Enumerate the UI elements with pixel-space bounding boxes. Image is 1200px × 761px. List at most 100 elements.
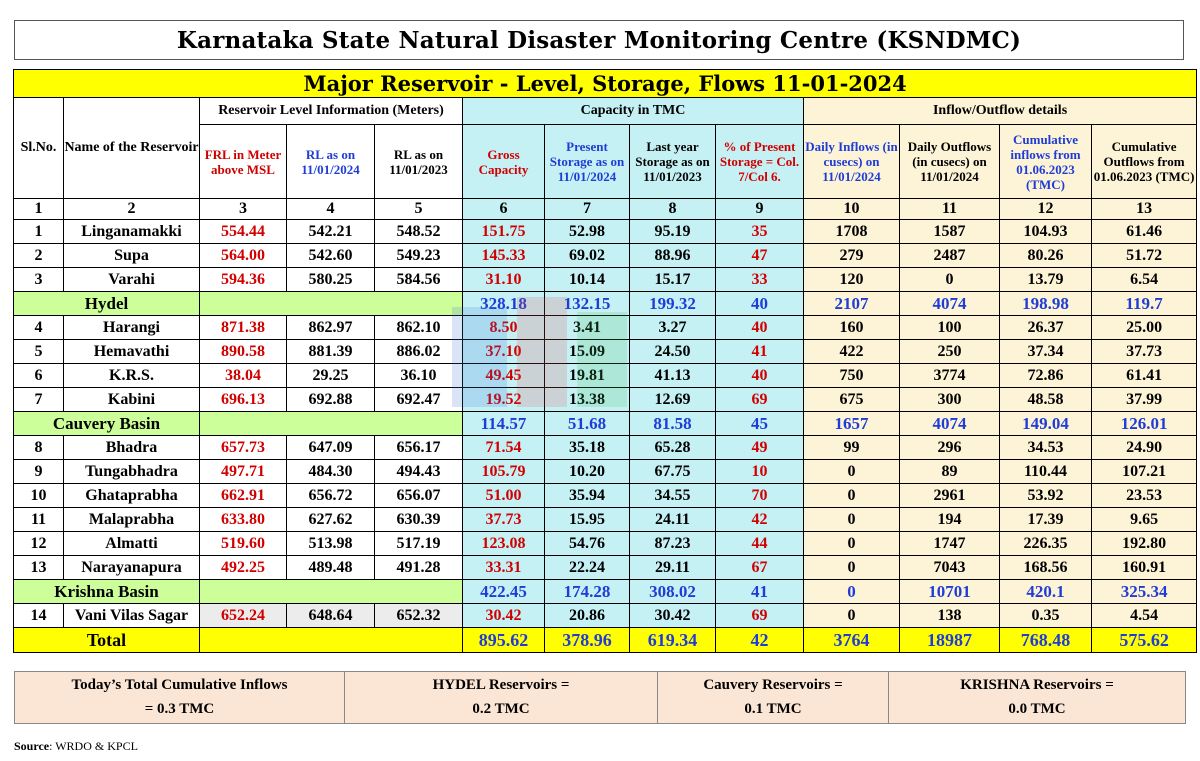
cell-cumulative-inflow: 37.34 bbox=[999, 339, 1092, 364]
cell-cumulative-outflow: 25.00 bbox=[1090, 315, 1198, 340]
cell-gross-capacity: 49.45 bbox=[462, 363, 545, 388]
header-rl-2024: RL as on 11/01/2024 bbox=[286, 124, 375, 199]
column-number: 13 bbox=[1090, 198, 1198, 220]
cell-rl-2024: 648.64 bbox=[286, 603, 375, 628]
cell-daily-outflow: 138 bbox=[899, 603, 1000, 628]
cell-percent-storage: 69 bbox=[715, 387, 804, 412]
cell-present-storage: 51.68 bbox=[544, 411, 630, 436]
cell-reservoir-name: Vani Vilas Sagar bbox=[63, 603, 200, 628]
cell-last-year-storage: 81.58 bbox=[629, 411, 716, 436]
column-number: 2 bbox=[63, 198, 200, 220]
cell-slno: 8 bbox=[13, 435, 64, 460]
cell-rl-2023: 692.47 bbox=[374, 387, 463, 412]
cell-rl-2024: 692.88 bbox=[286, 387, 375, 412]
cell-present-storage: 35.94 bbox=[544, 483, 630, 508]
cell-rl-2024: 542.21 bbox=[286, 219, 375, 244]
header-name: Name of the Reservoir bbox=[63, 97, 200, 199]
cell-frl: 519.60 bbox=[199, 531, 287, 556]
cell-daily-outflow: 4074 bbox=[899, 411, 1000, 436]
cell-frl: 594.36 bbox=[199, 267, 287, 292]
cell-percent-storage: 69 bbox=[715, 603, 804, 628]
cell-slno: 12 bbox=[13, 531, 64, 556]
cell-last-year-storage: 24.11 bbox=[629, 507, 716, 532]
cell-percent-storage: 40 bbox=[715, 363, 804, 388]
cell-present-storage: 132.15 bbox=[544, 291, 630, 316]
cell-daily-outflow: 1587 bbox=[899, 219, 1000, 244]
cell-basin-name: Krishna Basin bbox=[13, 579, 200, 604]
cell-percent-storage: 40 bbox=[715, 291, 804, 316]
total-present-storage: 378.96 bbox=[544, 627, 630, 653]
summary-hydel-label: HYDEL Reservoirs = bbox=[432, 677, 570, 694]
cell-slno: 10 bbox=[13, 483, 64, 508]
cell-basin-name: Cauvery Basin bbox=[13, 411, 200, 436]
total-gross-capacity: 895.62 bbox=[462, 627, 545, 653]
column-number: 8 bbox=[629, 198, 716, 220]
cell-daily-inflow: 279 bbox=[803, 243, 900, 268]
header-daily-inflows: Daily Inflows (in cusecs) on 11/01/2024 bbox=[803, 124, 900, 199]
column-number: 5 bbox=[374, 198, 463, 220]
cell-frl: 492.25 bbox=[199, 555, 287, 580]
cell-slno: 1 bbox=[13, 219, 64, 244]
cell-rl-2023: 549.23 bbox=[374, 243, 463, 268]
cell-rl-2023: 517.19 bbox=[374, 531, 463, 556]
cell-reservoir-name: Varahi bbox=[63, 267, 200, 292]
cell-present-storage: 22.24 bbox=[544, 555, 630, 580]
basin-blank-cell bbox=[199, 579, 463, 604]
cell-reservoir-name: Bhadra bbox=[63, 435, 200, 460]
cell-cumulative-outflow: 51.72 bbox=[1090, 243, 1198, 268]
cell-cumulative-inflow: 104.93 bbox=[999, 219, 1092, 244]
cell-reservoir-name: Narayanapura bbox=[63, 555, 200, 580]
cell-cumulative-outflow: 37.73 bbox=[1090, 339, 1198, 364]
cell-cumulative-outflow: 23.53 bbox=[1090, 483, 1198, 508]
cell-percent-storage: 47 bbox=[715, 243, 804, 268]
cell-rl-2023: 548.52 bbox=[374, 219, 463, 244]
cell-slno: 7 bbox=[13, 387, 64, 412]
cell-daily-inflow: 120 bbox=[803, 267, 900, 292]
cell-cumulative-inflow: 110.44 bbox=[999, 459, 1092, 484]
table-row: 10 Ghataprabha 662.91 656.72 656.07 51.00 35.9… bbox=[13, 483, 1198, 508]
cell-reservoir-name: Tungabhadra bbox=[63, 459, 200, 484]
cell-slno: 2 bbox=[13, 243, 64, 268]
column-number: 10 bbox=[803, 198, 900, 220]
summary-hydel-value: 0.2 TMC bbox=[472, 700, 530, 717]
cell-daily-inflow: 675 bbox=[803, 387, 900, 412]
summary-total-value: = 0.3 TMC bbox=[144, 700, 215, 717]
cell-frl: 554.44 bbox=[199, 219, 287, 244]
table-row: 6 K.R.S. 38.04 29.25 36.10 49.45 19.81 41.13 40 7… bbox=[13, 363, 1198, 388]
cell-gross-capacity: 145.33 bbox=[462, 243, 545, 268]
cell-daily-outflow: 250 bbox=[899, 339, 1000, 364]
cell-percent-storage: 10 bbox=[715, 459, 804, 484]
cell-last-year-storage: 199.32 bbox=[629, 291, 716, 316]
cell-percent-storage: 41 bbox=[715, 579, 804, 604]
total-label: Total bbox=[13, 627, 200, 653]
cell-rl-2024: 513.98 bbox=[286, 531, 375, 556]
cell-percent-storage: 67 bbox=[715, 555, 804, 580]
cell-slno: 5 bbox=[13, 339, 64, 364]
cell-frl: 633.80 bbox=[199, 507, 287, 532]
cell-cumulative-inflow: 26.37 bbox=[999, 315, 1092, 340]
cell-reservoir-name: Ghataprabha bbox=[63, 483, 200, 508]
cell-last-year-storage: 34.55 bbox=[629, 483, 716, 508]
cell-daily-inflow: 1657 bbox=[803, 411, 900, 436]
cell-rl-2023: 656.17 bbox=[374, 435, 463, 460]
cell-daily-inflow: 0 bbox=[803, 579, 900, 604]
cell-gross-capacity: 422.45 bbox=[462, 579, 545, 604]
cell-rl-2023: 862.10 bbox=[374, 315, 463, 340]
cell-cumulative-inflow: 420.1 bbox=[999, 579, 1092, 604]
cell-rl-2024: 647.09 bbox=[286, 435, 375, 460]
cell-cumulative-inflow: 13.79 bbox=[999, 267, 1092, 292]
header-cumulative-inflows: Cumulative inflows from 01.06.2023 (TMC) bbox=[999, 124, 1092, 199]
table-row: 14 Vani Vilas Sagar 652.24 648.64 652.32 30.4… bbox=[13, 603, 1198, 628]
total-row: Total 895.62 378.96 619.34 42 3764 18987 768.48… bbox=[13, 627, 1198, 653]
cell-rl-2023: 886.02 bbox=[374, 339, 463, 364]
summary-cauvery-value: 0.1 TMC bbox=[744, 700, 802, 717]
header-present-storage: Present Storage as on 11/01/2024 bbox=[544, 124, 630, 199]
total-cumulative-outflow: 575.62 bbox=[1090, 627, 1198, 653]
cell-percent-storage: 44 bbox=[715, 531, 804, 556]
cell-cumulative-outflow: 61.41 bbox=[1090, 363, 1198, 388]
cell-cumulative-outflow: 160.91 bbox=[1090, 555, 1198, 580]
cell-last-year-storage: 87.23 bbox=[629, 531, 716, 556]
cell-present-storage: 35.18 bbox=[544, 435, 630, 460]
cell-frl: 696.13 bbox=[199, 387, 287, 412]
cell-daily-inflow: 99 bbox=[803, 435, 900, 460]
